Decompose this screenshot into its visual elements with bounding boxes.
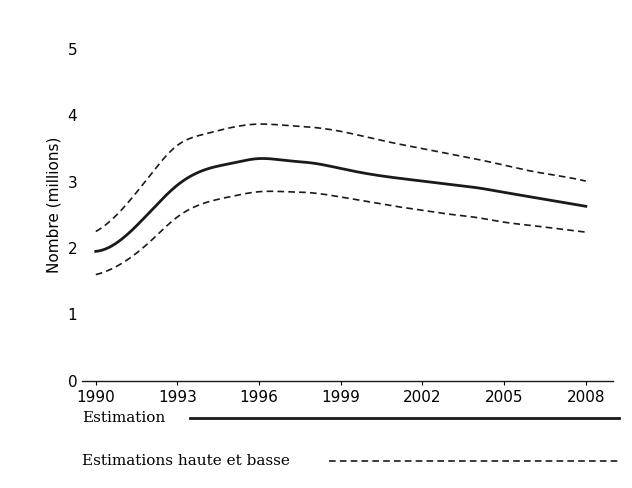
Y-axis label: Nombre (millions): Nombre (millions) bbox=[47, 137, 62, 273]
Text: Estimation: Estimation bbox=[82, 411, 166, 425]
Text: Estimations haute et basse: Estimations haute et basse bbox=[82, 454, 290, 468]
